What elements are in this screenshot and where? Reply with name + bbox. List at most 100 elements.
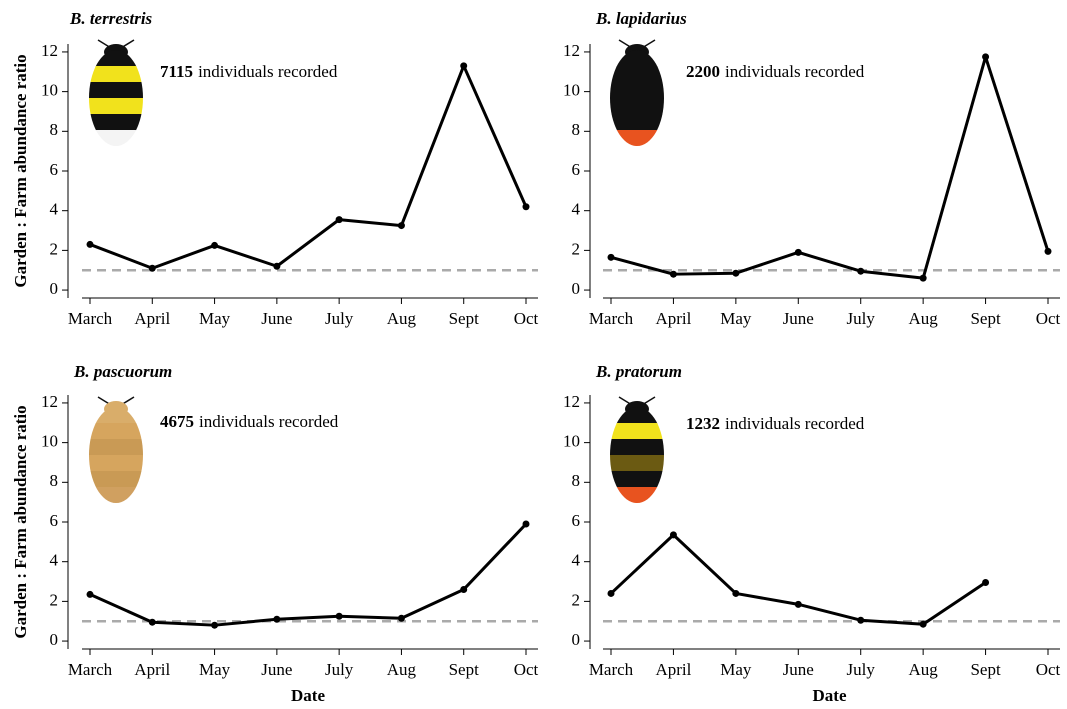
y-tick-label: 0 (50, 630, 59, 649)
y-tick-label: 10 (41, 81, 58, 100)
figure: B. terrestris7115individuals recorded024… (0, 0, 1067, 709)
count: 4675 (160, 412, 194, 431)
x-tick-label: April (134, 309, 170, 328)
bee-stripe (88, 66, 144, 83)
count: 2200 (686, 62, 720, 81)
bee-stripe (88, 471, 144, 488)
data-point (857, 268, 864, 275)
y-tick-label: 8 (572, 471, 581, 490)
panel-title: B. lapidarius (595, 9, 687, 28)
bee-stripe (88, 130, 144, 147)
panel: B. pascuorum 4675 individuals recorded 0 2 46… (11, 362, 539, 705)
y-tick-label: 4 (572, 200, 581, 219)
y-axis-label: Garden : Farm abundance ratio (11, 405, 30, 638)
x-tick-label: March (589, 660, 634, 679)
data-point (795, 249, 802, 256)
x-tick-label: April (134, 660, 170, 679)
data-point (608, 590, 615, 597)
x-tick-label: Sept (970, 309, 1001, 328)
note: individuals recorded (199, 412, 339, 431)
data-point (87, 241, 94, 248)
x-tick-label: Aug (909, 660, 939, 679)
bee-stripe (88, 487, 144, 504)
data-point (398, 615, 405, 622)
bee-stripe (88, 98, 144, 115)
y-axis-label: Garden : Farm abundance ratio (11, 54, 30, 287)
series-line (611, 57, 1048, 278)
y-tick-label: 8 (50, 120, 59, 139)
bee-stripe (88, 423, 144, 440)
count: 1232 (686, 414, 720, 433)
bee-stripe (88, 407, 144, 424)
data-point (670, 271, 677, 278)
bee-stripe (609, 98, 665, 115)
bee-stripe (88, 114, 144, 131)
y-tick-label: 0 (572, 279, 581, 298)
x-tick-label: April (655, 660, 691, 679)
panel-title: B. pascuorum (73, 362, 172, 381)
bee-stripe (609, 423, 665, 440)
x-tick-label: Oct (514, 309, 539, 328)
bee-stripe (609, 114, 665, 131)
x-tick-label: July (847, 309, 876, 328)
data-point (920, 275, 927, 282)
series-line (90, 66, 526, 268)
data-point (523, 520, 530, 527)
bee-stripe (88, 455, 144, 472)
data-point (795, 601, 802, 608)
series-line (90, 524, 526, 625)
data-point (273, 263, 280, 270)
y-tick-label: 2 (50, 590, 59, 609)
bee-stripe (609, 66, 665, 83)
data-point (982, 579, 989, 586)
y-tick-label: 2 (572, 239, 581, 258)
y-tick-label: 6 (572, 160, 581, 179)
x-tick-label: Aug (387, 309, 417, 328)
bee-stripe (609, 407, 665, 424)
y-tick-label: 6 (572, 511, 581, 530)
y-tick-label: 6 (50, 160, 59, 179)
data-point (398, 222, 405, 229)
x-tick-label: July (847, 660, 876, 679)
x-tick-label: May (720, 309, 752, 328)
x-tick-label: Oct (1036, 309, 1061, 328)
bee-stripe (88, 82, 144, 99)
note: individuals recorded (725, 414, 865, 433)
x-tick-label: Sept (970, 660, 1001, 679)
bee-stripe (609, 455, 665, 472)
data-point (87, 591, 94, 598)
x-tick-label: Aug (387, 660, 417, 679)
data-point (460, 586, 467, 593)
x-tick-label: May (199, 309, 231, 328)
count: 7115 (160, 62, 193, 81)
x-tick-label: July (325, 660, 354, 679)
y-tick-label: 10 (41, 432, 58, 451)
x-axis-label: Date (291, 686, 325, 705)
data-point (982, 53, 989, 60)
x-tick-label: May (199, 660, 231, 679)
bee-stripe (609, 82, 665, 99)
x-tick-label: June (783, 660, 814, 679)
note: individuals recorded (198, 62, 338, 81)
annotation: 1232 individuals recorded (686, 414, 865, 433)
x-tick-label: March (68, 660, 113, 679)
data-point (460, 62, 467, 69)
y-tick-label: 2 (572, 590, 581, 609)
series-line (611, 535, 986, 624)
data-point (523, 203, 530, 210)
x-axis-label: Date (813, 686, 847, 705)
data-point (273, 616, 280, 623)
y-tick-label: 12 (563, 41, 580, 60)
x-tick-label: Sept (449, 309, 480, 328)
data-point (732, 590, 739, 597)
data-point (1045, 248, 1052, 255)
bee-stripe (609, 50, 665, 67)
annotation: 4675 individuals recorded (160, 412, 339, 431)
y-tick-label: 0 (50, 279, 59, 298)
y-tick-label: 6 (50, 511, 59, 530)
x-tick-label: Oct (514, 660, 539, 679)
data-point (732, 270, 739, 277)
